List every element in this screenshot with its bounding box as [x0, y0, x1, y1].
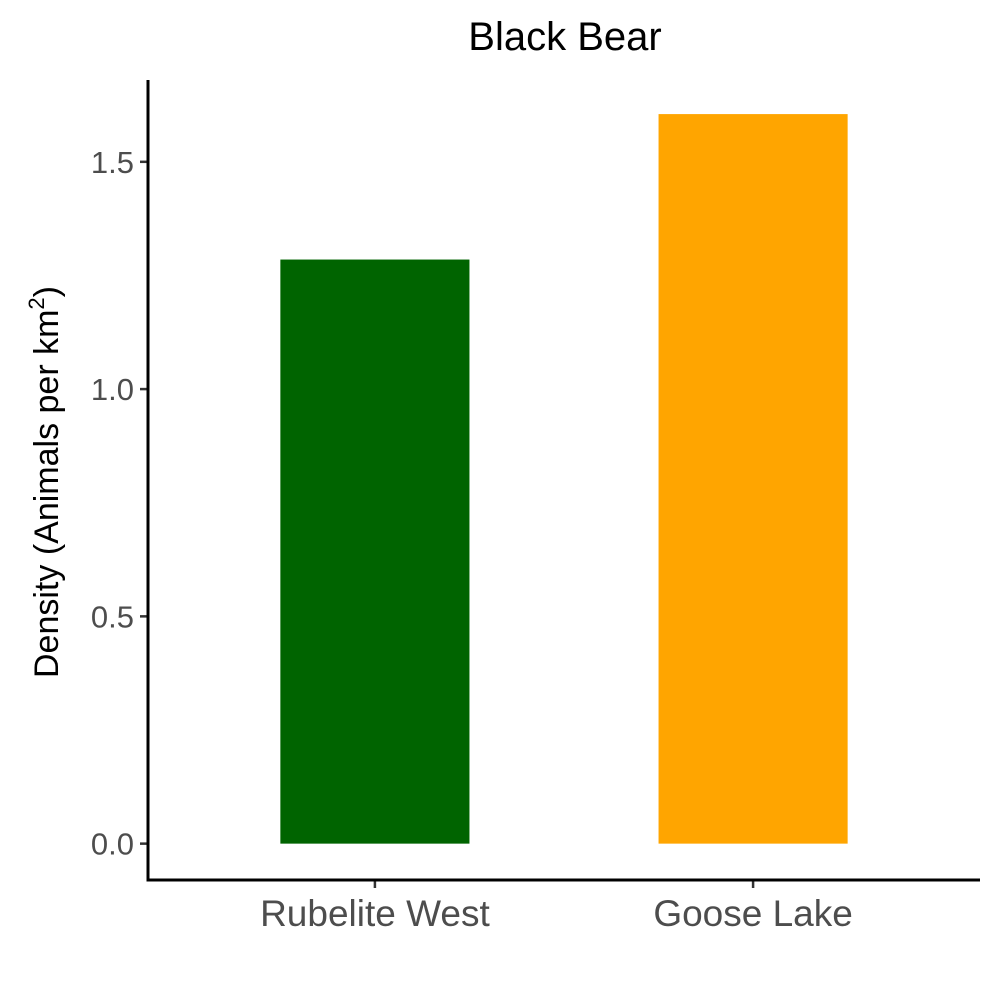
y-axis-title: Density (Animals per km2) — [24, 286, 66, 678]
y-axis-title-superscript: 2 — [24, 297, 49, 309]
y-tick-label: 1.5 — [91, 145, 134, 180]
y-tick-label: 1.0 — [91, 372, 134, 407]
y-tick-label: 0.5 — [91, 599, 134, 634]
x-tick-label: Goose Lake — [653, 893, 853, 934]
bar-goose-lake — [658, 114, 848, 844]
bars-group — [280, 114, 848, 844]
chart-title: Black Bear — [468, 15, 661, 59]
y-axis-title-text: Density (Animals per km2) — [24, 286, 66, 678]
x-ticks-group: Rubelite West Goose Lake — [260, 880, 853, 934]
y-axis-title-main: Density (Animals per km — [28, 310, 66, 678]
bar-rubelite-west — [280, 259, 470, 844]
y-axis-title-close: ) — [28, 286, 66, 297]
y-ticks-group: 0.0 0.5 1.0 1.5 — [91, 145, 148, 862]
x-tick-label: Rubelite West — [260, 893, 490, 934]
y-tick-label: 0.0 — [91, 827, 134, 862]
